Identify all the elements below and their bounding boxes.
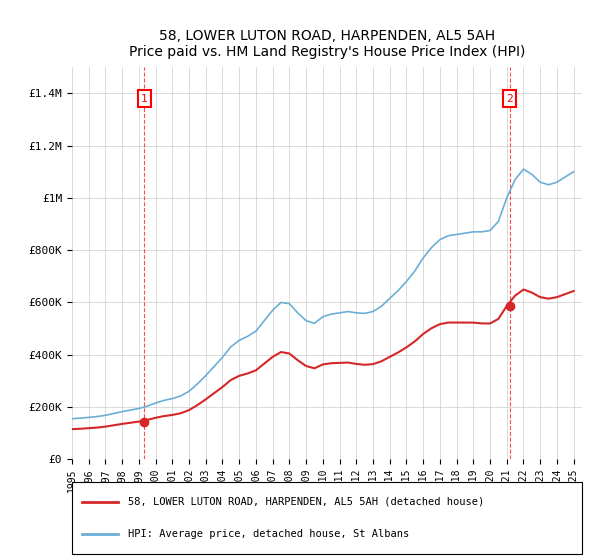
Text: 1: 1 <box>141 94 148 104</box>
Text: HPI: Average price, detached house, St Albans: HPI: Average price, detached house, St A… <box>128 529 409 539</box>
Title: 58, LOWER LUTON ROAD, HARPENDEN, AL5 5AH
Price paid vs. HM Land Registry's House: 58, LOWER LUTON ROAD, HARPENDEN, AL5 5AH… <box>129 29 525 59</box>
FancyBboxPatch shape <box>72 482 582 554</box>
Text: 2: 2 <box>506 94 513 104</box>
Text: 58, LOWER LUTON ROAD, HARPENDEN, AL5 5AH (detached house): 58, LOWER LUTON ROAD, HARPENDEN, AL5 5AH… <box>128 497 484 507</box>
